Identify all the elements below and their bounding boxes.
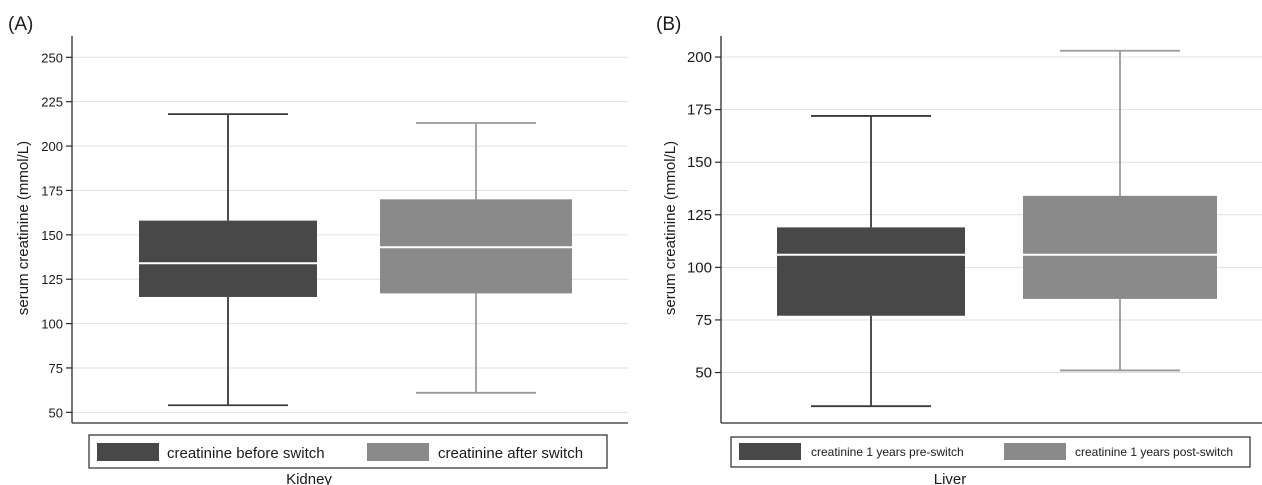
legend-swatch-before [97, 443, 159, 461]
legend-label-post: creatinine 1 years post-switch [1075, 445, 1233, 459]
legend: creatinine 1 years pre-switch creatinine… [730, 436, 1251, 468]
y-tick-label: 100 [41, 317, 63, 332]
y-axis-label: serum creatinine (mmol/L) [15, 141, 32, 315]
legend-swatch-after [367, 443, 429, 461]
y-tick-label: 200 [687, 49, 712, 66]
box-2 [1023, 49, 1217, 372]
y-tick-label: 150 [687, 154, 712, 171]
panel-label: (B) [656, 14, 681, 35]
y-tick-label: 175 [41, 183, 63, 198]
box-1 [777, 115, 965, 408]
y-tick-label: 125 [687, 207, 712, 224]
legend-label-after: creatinine after switch [438, 445, 583, 462]
panel-label: (A) [8, 14, 33, 35]
y-tick-label: 250 [41, 50, 63, 65]
box-2 [380, 122, 572, 394]
y-tick-label: 100 [687, 259, 712, 276]
legend-label-before: creatinine before switch [167, 445, 325, 462]
y-tick-label: 150 [41, 228, 63, 243]
y-axis-label: serum creatinine (mmol/L) [662, 141, 679, 315]
plot-area: 50 75 100 125 150 175 200 [687, 36, 1262, 424]
plot-area: 50 75 100 125 150 175 200 225 250 [41, 36, 628, 424]
y-tick-label: 125 [41, 272, 63, 287]
x-axis-label: Kidney [286, 471, 332, 485]
legend-swatch-post [1004, 443, 1066, 460]
y-tick-label: 50 [695, 365, 712, 382]
y-tick-label: 75 [695, 312, 712, 329]
y-tick-label: 225 [41, 95, 63, 110]
y-tick-label: 200 [41, 139, 63, 154]
iqr-box [1023, 195, 1217, 299]
legend-frame [88, 434, 608, 469]
x-axis-label: Liver [934, 471, 967, 485]
panel-liver: (B) serum creatinine (mmol/L) Liver 50 75… [656, 14, 1262, 485]
iqr-box [139, 220, 317, 297]
legend-label-pre: creatinine 1 years pre-switch [811, 445, 964, 459]
legend-swatch-pre [739, 443, 801, 460]
y-tick-label: 50 [49, 405, 63, 420]
panel-kidney: (A) serum creatinine (mmol/L) Kidney 50 7… [8, 14, 628, 485]
iqr-box [777, 227, 965, 316]
legend: creatinine before switch creatinine afte… [88, 434, 608, 469]
box-1 [139, 113, 317, 407]
legend-frame [730, 436, 1251, 468]
y-tick-label: 75 [49, 361, 63, 376]
y-tick-label: 175 [687, 102, 712, 119]
